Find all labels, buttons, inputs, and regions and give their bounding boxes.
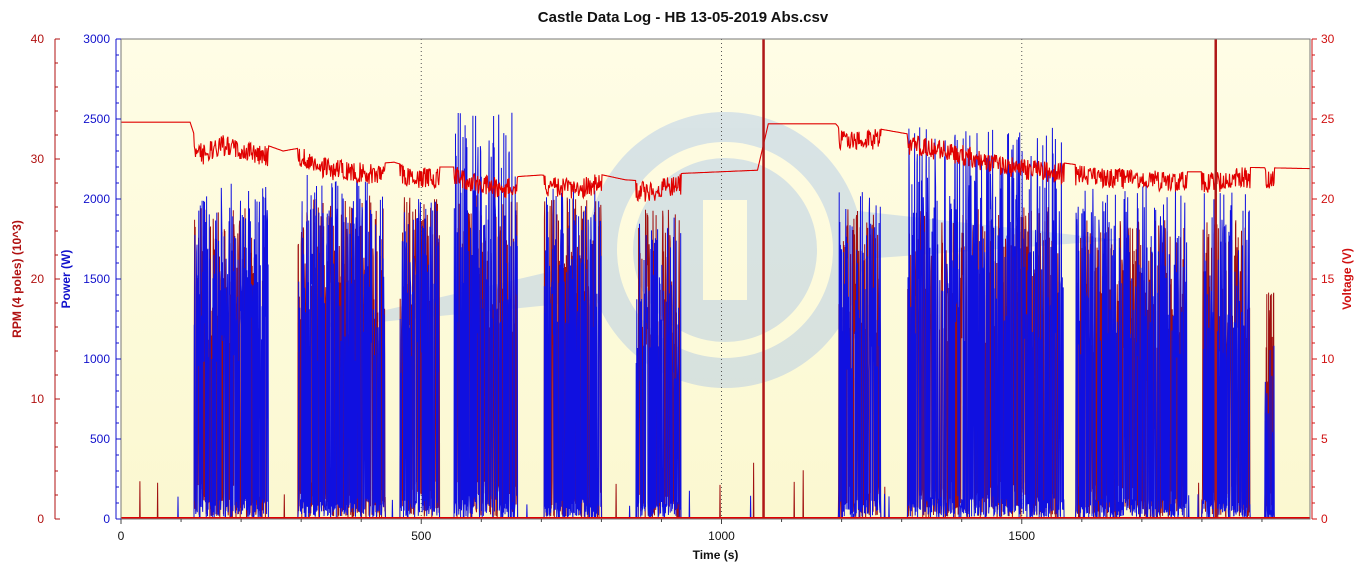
voltage-axis-title: Voltage (V)	[1340, 248, 1354, 310]
power-tick-label-0: 0	[103, 512, 110, 526]
rpm-axis-title: RPM (4 poles) (10^3)	[10, 220, 24, 338]
rpm-tick-label-2: 20	[31, 272, 45, 286]
voltage-tick-label-5: 25	[1321, 112, 1335, 126]
x-tick-label-1: 500	[411, 529, 431, 543]
rpm-tick-label-0: 0	[37, 512, 44, 526]
rpm-tick-label-1: 10	[31, 392, 45, 406]
power-tick-label-1: 500	[90, 432, 110, 446]
voltage-tick-label-1: 5	[1321, 432, 1328, 446]
power-tick-label-5: 2500	[83, 112, 110, 126]
x-tick-label-3: 1500	[1008, 529, 1035, 543]
series-layer	[121, 39, 1310, 519]
voltage-tick-label-2: 10	[1321, 352, 1335, 366]
voltage-tick-label-4: 20	[1321, 192, 1335, 206]
x-tick-label-2: 1000	[708, 529, 735, 543]
power-tick-label-6: 3000	[83, 32, 110, 46]
voltage-tick-label-0: 0	[1321, 512, 1328, 526]
chart-title: Castle Data Log - HB 13-05-2019 Abs.csv	[537, 9, 829, 26]
x-axis-title: Time (s)	[693, 548, 739, 562]
rpm-tick-label-3: 30	[31, 152, 45, 166]
voltage-tick-label-6: 30	[1321, 32, 1335, 46]
series-power-line	[121, 112, 1310, 519]
power-tick-label-2: 1000	[83, 352, 110, 366]
power-tick-label-4: 2000	[83, 192, 110, 206]
rpm-tick-label-4: 40	[31, 32, 45, 46]
power-tick-label-3: 1500	[83, 272, 110, 286]
x-tick-label-0: 0	[118, 529, 125, 543]
voltage-tick-label-3: 15	[1321, 272, 1335, 286]
power-axis-title: Power (W)	[59, 250, 73, 309]
series-voltage-line	[121, 121, 1310, 203]
